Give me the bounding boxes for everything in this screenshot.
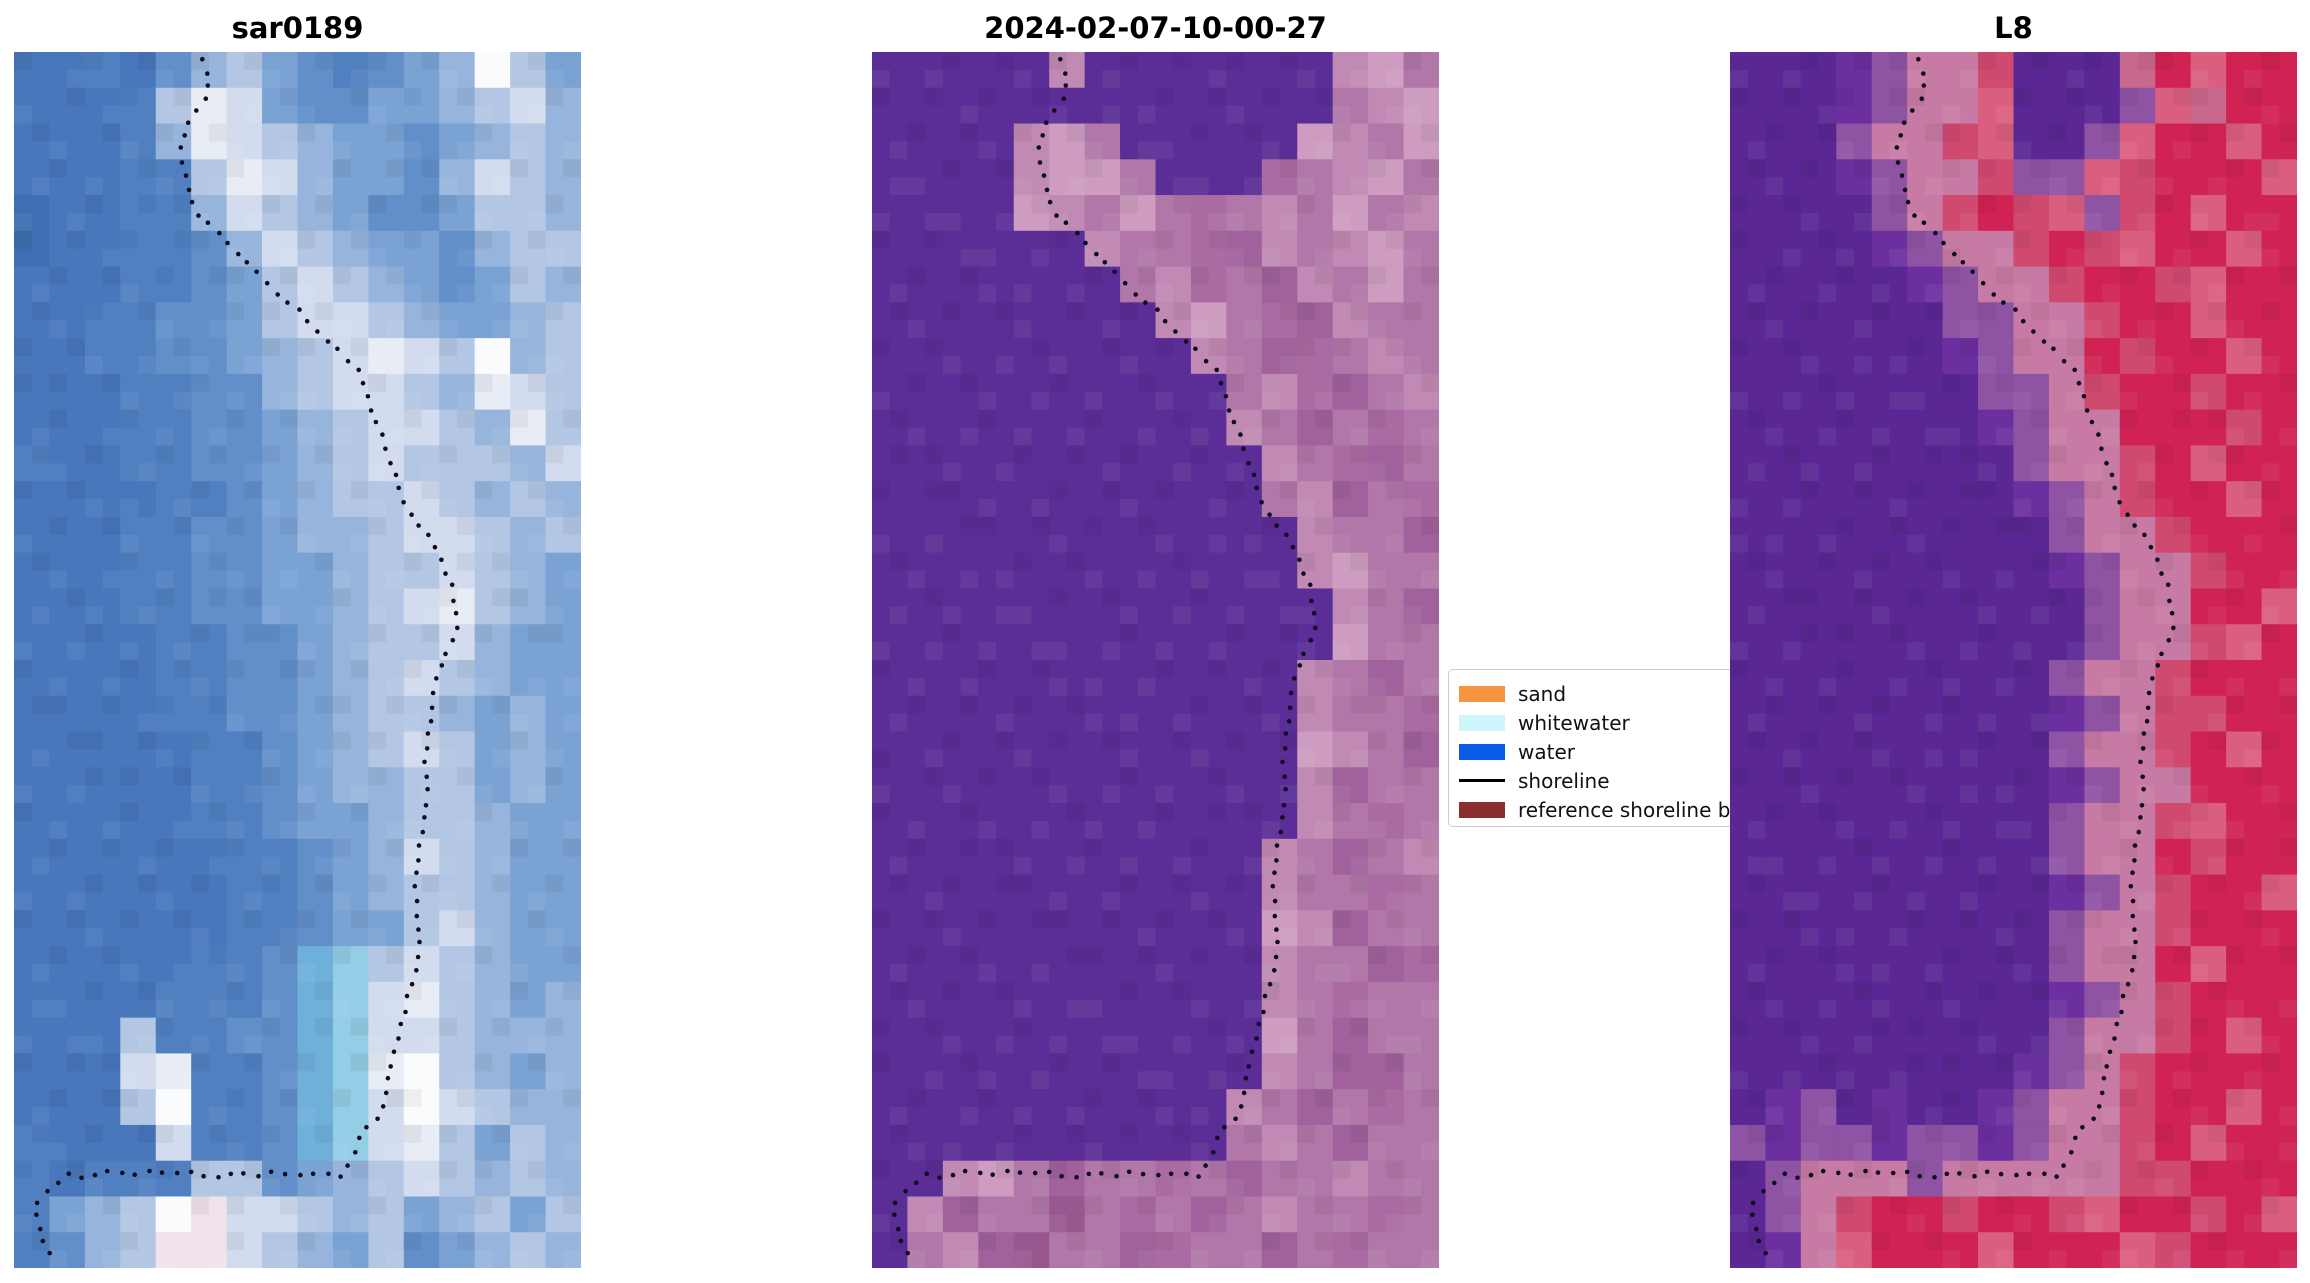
whitewater-swatch-icon	[1459, 714, 1505, 731]
sand-swatch-icon	[1459, 685, 1505, 702]
legend-label: shoreline	[1518, 768, 1610, 793]
legend: sand whitewater water shoreline referenc…	[1448, 669, 1784, 827]
shoreline-line-icon	[1459, 779, 1505, 782]
legend-label: reference shoreline b	[1518, 797, 1731, 822]
panel-title-date: 2024-02-07-10-00-27	[984, 11, 1327, 45]
panel-classified	[872, 52, 1439, 1268]
water-swatch-icon	[1459, 743, 1505, 760]
legend-item-reference-shoreline: reference shoreline b	[1459, 796, 1783, 823]
legend-item-water: water	[1459, 738, 1783, 765]
legend-label: whitewater	[1518, 710, 1630, 735]
panel-title-l8: L8	[1994, 11, 2033, 45]
panel-l8	[1730, 52, 2297, 1268]
legend-label: sand	[1518, 681, 1567, 706]
panel-sar0189	[14, 52, 581, 1268]
legend-item-whitewater: whitewater	[1459, 709, 1783, 736]
legend-item-shoreline: shoreline	[1459, 767, 1783, 794]
reference-shoreline-swatch-icon	[1459, 801, 1505, 818]
panel-title-sar: sar0189	[231, 11, 364, 45]
legend-item-sand: sand	[1459, 680, 1783, 707]
legend-label: water	[1518, 739, 1575, 764]
